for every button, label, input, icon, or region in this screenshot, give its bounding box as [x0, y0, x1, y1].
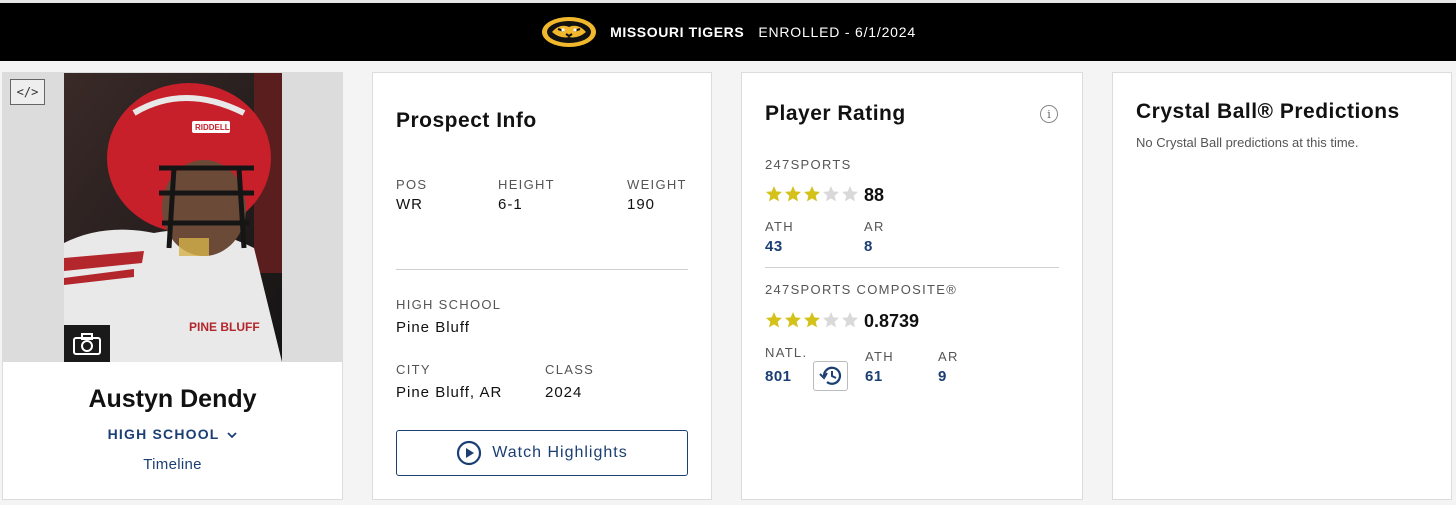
player-rating-title: Player Rating	[765, 102, 906, 125]
star-filled-icon	[785, 312, 801, 328]
star-filled-icon	[785, 186, 801, 202]
star-empty-icon	[823, 312, 839, 328]
commitment-banner: MISSOURI TIGERS ENROLLED - 6/1/2024	[0, 0, 1456, 61]
city-value: Pine Bluff, AR	[396, 384, 503, 401]
weight-label: WEIGHT	[627, 177, 687, 192]
high-school-dropdown[interactable]: HIGH SCHOOL	[3, 426, 342, 442]
divider	[396, 269, 688, 270]
height-value: 6-1	[498, 196, 523, 213]
high-school-value[interactable]: Pine Bluff	[396, 319, 470, 336]
star-empty-icon	[842, 312, 858, 328]
star-empty-icon	[842, 186, 858, 202]
prospect-info-card: Prospect Info POS WR HEIGHT 6-1 WEIGHT 1…	[372, 72, 712, 500]
high-school-label: HIGH SCHOOL	[396, 297, 502, 312]
composite-stars	[765, 311, 859, 329]
pos-label: POS	[396, 177, 428, 192]
247sports-ath-value[interactable]: 43	[765, 238, 783, 255]
pos-value: WR	[396, 196, 423, 213]
prospect-info-title: Prospect Info	[396, 109, 537, 132]
tiger-logo-icon	[542, 17, 597, 47]
height-label: HEIGHT	[498, 177, 555, 192]
player-card: </> PINE BLUFF RIDDELL	[2, 72, 343, 500]
247sports-ar-label: AR	[864, 219, 885, 234]
team-name[interactable]: MISSOURI TIGERS	[610, 24, 745, 40]
photo-area: </> PINE BLUFF RIDDELL	[3, 73, 342, 362]
star-filled-icon	[804, 186, 820, 202]
divider	[765, 267, 1059, 268]
class-value: 2024	[545, 384, 583, 401]
247sports-ath-label: ATH	[765, 219, 794, 234]
photo-gallery-button[interactable]	[64, 325, 110, 362]
composite-label: 247SPORTS COMPOSITE®	[765, 282, 958, 297]
helmet-logo-text: RIDDELL	[195, 123, 230, 132]
247sports-stars	[765, 185, 859, 203]
history-icon	[818, 366, 841, 385]
embed-code-button[interactable]: </>	[10, 79, 45, 105]
enrollment-status: ENROLLED - 6/1/2024	[758, 24, 916, 40]
crystal-ball-card: Crystal Ball® Predictions No Crystal Bal…	[1112, 72, 1452, 500]
crystal-ball-title: Crystal Ball® Predictions	[1136, 100, 1400, 123]
composite-ath-value[interactable]: 61	[865, 368, 883, 385]
composite-ath-label: ATH	[865, 349, 894, 364]
star-filled-icon	[766, 312, 782, 328]
natl-value[interactable]: 801	[765, 368, 792, 385]
composite-ar-label: AR	[938, 349, 959, 364]
composite-score: 0.8739	[864, 311, 920, 331]
chevron-down-icon	[227, 432, 238, 439]
star-empty-icon	[823, 186, 839, 202]
camera-icon	[73, 332, 101, 355]
timeline-link[interactable]: Timeline	[143, 456, 202, 473]
weight-value: 190	[627, 196, 656, 213]
high-school-dropdown-label: HIGH SCHOOL	[107, 426, 220, 442]
star-filled-icon	[804, 312, 820, 328]
class-label: CLASS	[545, 362, 595, 377]
info-icon[interactable]: i	[1040, 105, 1058, 123]
composite-ar-value[interactable]: 9	[938, 368, 947, 385]
ranking-history-button[interactable]	[813, 361, 848, 391]
player-name: Austyn Dendy	[88, 385, 257, 413]
play-icon	[457, 440, 482, 466]
star-filled-icon	[766, 186, 782, 202]
247sports-label: 247SPORTS	[765, 157, 852, 172]
watch-highlights-label: Watch Highlights	[492, 444, 628, 461]
jersey-text: PINE BLUFF	[189, 320, 260, 334]
247sports-score: 88	[864, 185, 885, 205]
natl-label: NATL.	[765, 345, 808, 360]
player-rating-card: Player Rating i 247SPORTS 88 ATH 43 AR 8…	[741, 72, 1083, 500]
watch-highlights-button[interactable]: Watch Highlights	[396, 430, 688, 476]
player-photo: PINE BLUFF RIDDELL	[64, 73, 282, 362]
city-label: CITY	[396, 362, 431, 377]
crystal-ball-empty-text: No Crystal Ball predictions at this time…	[1136, 135, 1359, 150]
247sports-ar-value[interactable]: 8	[864, 238, 873, 255]
